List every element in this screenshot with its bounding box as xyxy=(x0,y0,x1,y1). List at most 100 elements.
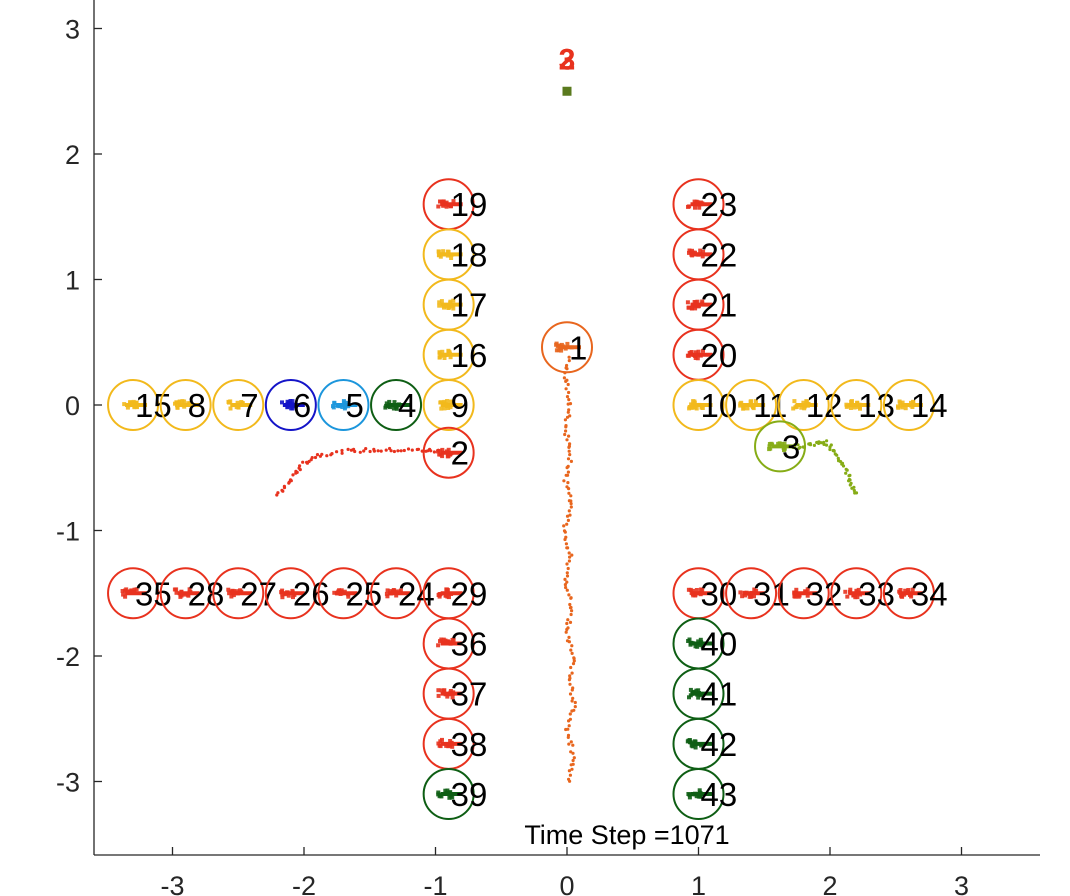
agent-marker xyxy=(135,405,139,410)
trajectory-point-agent-3 xyxy=(852,485,856,489)
agent-marker xyxy=(698,248,703,253)
agent-marker xyxy=(121,592,126,597)
agent-marker xyxy=(752,594,756,599)
trajectory-point-agent-3 xyxy=(836,456,840,460)
agent-marker xyxy=(289,406,294,411)
agent-marker xyxy=(687,350,692,355)
agent-marker xyxy=(125,405,130,410)
trajectory-point-agent-1 xyxy=(568,602,572,607)
agent-marker xyxy=(128,400,133,405)
agent-42: 42 xyxy=(672,717,737,770)
x-tick-label: 2 xyxy=(822,871,837,896)
agent-circle xyxy=(264,567,317,620)
agent-marker xyxy=(227,591,232,596)
agent-18: 18 xyxy=(422,228,487,281)
agent-marker xyxy=(697,205,702,210)
agent-circle xyxy=(264,379,317,431)
agent-marker xyxy=(227,400,231,405)
trajectory-point-agent-1 xyxy=(562,524,566,528)
agent-label: 10 xyxy=(701,387,738,424)
agent-marker xyxy=(439,406,444,411)
trajectory-point-agent-3 xyxy=(796,443,800,447)
agent-circle xyxy=(212,379,265,431)
trajectory-point-agent-2 xyxy=(389,449,393,453)
trajectory-point-agent-2 xyxy=(340,451,344,455)
trajectory-point-agent-1 xyxy=(565,438,569,442)
trajectory-point-agent-1 xyxy=(570,644,574,648)
trajectory-point-agent-2 xyxy=(335,450,339,454)
agent-marker xyxy=(235,400,240,405)
agent-22: 22 xyxy=(672,228,737,281)
y-tick-label: -2 xyxy=(56,642,80,672)
trajectory-point-agent-3 xyxy=(854,491,859,495)
trajectory-point-agent-1 xyxy=(567,449,571,453)
agent-label: 37 xyxy=(451,676,488,713)
trajectory-point-agent-3 xyxy=(852,488,856,493)
agent-marker xyxy=(445,788,450,793)
agent-marker xyxy=(693,300,698,305)
agent-marker xyxy=(696,639,701,644)
agent-marker xyxy=(447,795,452,800)
agent-label: 19 xyxy=(451,186,488,223)
agent-marker xyxy=(799,405,804,410)
trajectory-point-agent-1 xyxy=(569,502,573,506)
agent-label: 26 xyxy=(293,575,330,612)
agent-marker xyxy=(693,306,698,311)
agent-marker xyxy=(438,744,443,749)
agent-marker xyxy=(804,399,809,404)
trajectory-point-agent-2 xyxy=(288,478,293,482)
agent-circle xyxy=(541,321,593,374)
trajectory-point-agent-1 xyxy=(567,390,571,395)
agent-marker xyxy=(697,788,702,793)
trajectory-point-agent-1 xyxy=(569,750,573,754)
agent-29: 29 xyxy=(422,567,487,620)
agent-marker xyxy=(780,442,785,446)
agent-marker xyxy=(123,594,128,599)
goal-label: 3 xyxy=(559,43,576,76)
trajectory-point-agent-1 xyxy=(568,674,572,678)
agent-marker xyxy=(451,298,456,303)
agent-28: 28 xyxy=(159,567,224,620)
trajectory-point-agent-1 xyxy=(570,671,574,675)
agent-marker xyxy=(443,593,448,598)
trajectory-point-agent-1 xyxy=(566,457,571,461)
trajectory-point-agent-1 xyxy=(568,453,572,457)
trajectory-point-agent-2 xyxy=(402,448,406,453)
trajectory-point-agent-1 xyxy=(565,378,569,382)
agent-circle xyxy=(882,567,935,620)
agent-label: 23 xyxy=(701,186,738,223)
trajectory-point-agent-3 xyxy=(824,443,829,447)
trajectory-point-agent-1 xyxy=(566,382,570,387)
trajectory-point-agent-1 xyxy=(566,727,570,731)
trajectory-point-agent-1 xyxy=(570,553,574,557)
agent-26: 26 xyxy=(264,567,330,620)
trajectory-point-agent-1 xyxy=(566,626,570,630)
trajectory-point-agent-1 xyxy=(566,518,571,523)
agent-8: 8 xyxy=(159,379,212,431)
agent-marker xyxy=(738,590,743,595)
agent-marker xyxy=(446,306,451,310)
agent-marker xyxy=(341,399,346,404)
trajectory-point-agent-1 xyxy=(564,542,569,546)
trajectory-point-agent-1 xyxy=(567,551,571,555)
agent-marker xyxy=(740,403,745,408)
agent-marker xyxy=(794,587,799,592)
trajectory-point-agent-3 xyxy=(797,446,801,450)
goal-marker xyxy=(562,86,572,96)
agent-16: 16 xyxy=(422,328,487,381)
agent-circle xyxy=(725,379,778,431)
agent-38: 38 xyxy=(422,717,487,770)
agent-marker xyxy=(290,588,295,593)
y-tick-label: 1 xyxy=(65,266,80,296)
agent-label: 13 xyxy=(858,387,895,424)
trajectory-point-agent-1 xyxy=(567,434,571,438)
agent-marker xyxy=(448,355,453,360)
trajectory-point-agent-1 xyxy=(567,499,572,503)
trajectory-point-agent-1 xyxy=(566,481,570,485)
agent-marker xyxy=(124,587,129,592)
agent-marker xyxy=(436,204,441,209)
agent-circle xyxy=(725,567,778,620)
agent-marker xyxy=(852,405,857,410)
agent-marker xyxy=(782,447,787,452)
agent-circle xyxy=(370,379,423,431)
